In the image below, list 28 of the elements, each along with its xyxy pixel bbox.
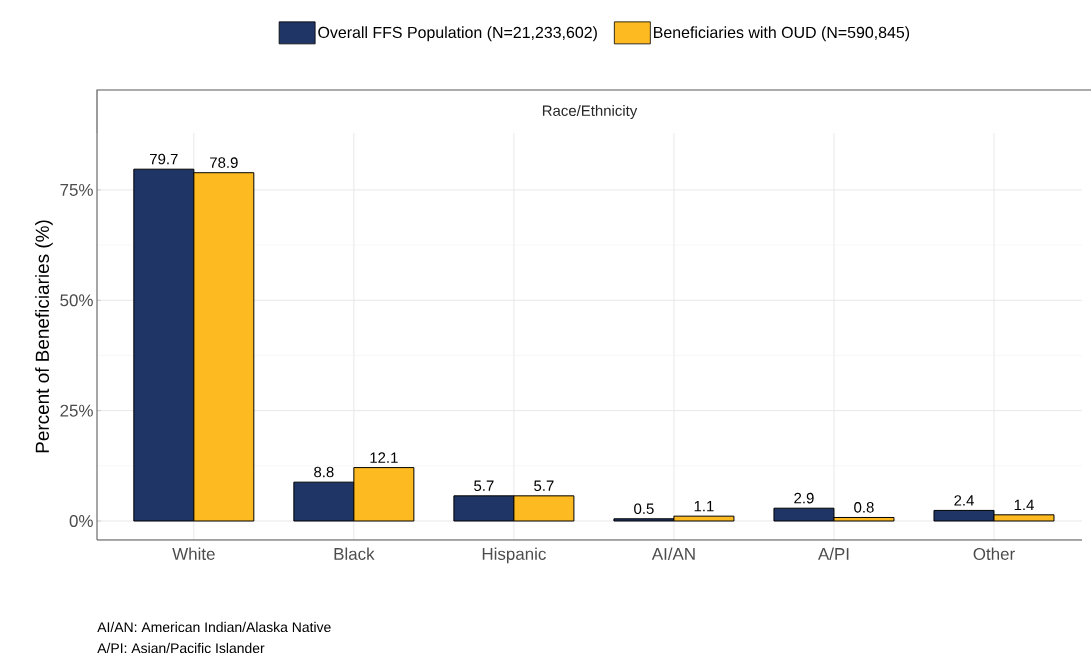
data-label: 1.4 <box>1014 499 1034 510</box>
y-tick-label: 0% <box>69 515 93 528</box>
x-tick-label: Hispanic <box>482 547 546 564</box>
y-tick-label: 25% <box>60 404 93 417</box>
x-tick-label: Black <box>334 547 375 560</box>
legend-label: Beneficiaries with OUD (N=590,845) <box>654 26 910 42</box>
x-tick-label: AI/AN <box>651 547 695 560</box>
x-tick-label: Other <box>973 547 1015 560</box>
data-label: 78.9 <box>210 157 238 168</box>
data-label: 2.9 <box>794 492 814 504</box>
y-tick-label: 75% <box>60 183 93 196</box>
y-axis-title: Percent of Beneficiaries (%) <box>35 220 53 453</box>
data-label: 8.8 <box>314 466 334 478</box>
text: AI/AN: American Indian/Alaska Native <box>97 621 331 633</box>
data-label: 0.8 <box>854 502 874 513</box>
data-label: 0.5 <box>634 503 654 514</box>
y-tick-label: 50% <box>60 294 93 307</box>
data-label: 5.7 <box>534 480 554 492</box>
x-tick-label: A/PI <box>817 547 849 560</box>
data-label: 79.7 <box>150 153 178 165</box>
data-label: 1.1 <box>694 501 714 512</box>
x-tick-label: White <box>172 547 215 560</box>
data-label: 12.1 <box>370 452 398 463</box>
legend-label: Overall FFS Population (N=21,233,602) <box>318 26 597 42</box>
chart-subtitle: Race/Ethnicity <box>542 105 638 119</box>
text: A/PI: Asian/Pacific Islander <box>97 642 265 654</box>
data-label: 5.7 <box>474 480 494 492</box>
data-label: 2.4 <box>954 495 974 506</box>
